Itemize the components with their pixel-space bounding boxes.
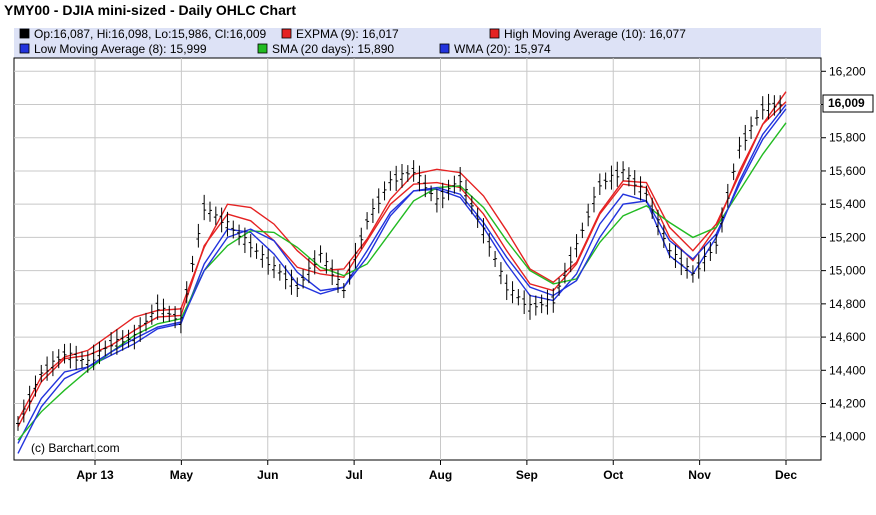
- y-tick-label: 14,800: [829, 297, 866, 311]
- x-tick-label: Oct: [603, 468, 623, 482]
- x-axis: Apr 13 May Jun Jul Aug Sep Oct Nov Dec: [76, 460, 797, 482]
- y-tick-label: 15,600: [829, 164, 866, 178]
- legend-swatch-lowma: [19, 43, 30, 54]
- x-tick-label: Sep: [516, 468, 538, 482]
- x-tick-label: Jul: [345, 468, 362, 482]
- y-tick-label: 15,800: [829, 131, 866, 145]
- x-tick-label: Aug: [429, 468, 452, 482]
- x-tick-label: Jun: [257, 468, 278, 482]
- x-tick-label: Dec: [775, 468, 797, 482]
- last-value-label: 16,009: [828, 96, 865, 110]
- plot-area: [13, 57, 822, 461]
- x-tick-label: Nov: [688, 468, 711, 482]
- legend-label-highma: High Moving Average (10): 16,077: [504, 27, 686, 41]
- ohlc-bars: [16, 93, 783, 431]
- legend-label-ohlc: Op:16,087, Hi:16,098, Lo:15,986, Cl:16,0…: [34, 27, 266, 41]
- legend-swatch-wma: [439, 43, 450, 54]
- legend: Op:16,087, Hi:16,098, Lo:15,986, Cl:16,0…: [19, 27, 686, 56]
- y-tick-label: 15,200: [829, 230, 866, 244]
- y-tick-label: 14,600: [829, 330, 866, 344]
- legend-label-expma: EXPMA (9): 16,017: [296, 27, 399, 41]
- x-tick-label: Apr 13: [76, 468, 114, 482]
- y-tick-label: 14,400: [829, 363, 866, 377]
- y-tick-label: 14,000: [829, 430, 866, 444]
- y-tick-label: 16,200: [829, 64, 866, 78]
- legend-label-lowma: Low Moving Average (8): 15,999: [34, 42, 207, 56]
- legend-label-wma: WMA (20): 15,974: [454, 42, 551, 56]
- watermark: (c) Barchart.com: [31, 441, 120, 455]
- legend-swatch-sma: [257, 43, 268, 54]
- grid: [14, 58, 821, 460]
- legend-label-sma: SMA (20 days): 15,890: [272, 42, 394, 56]
- legend-background: [14, 28, 821, 58]
- legend-swatch-highma: [489, 28, 500, 39]
- y-tick-label: 14,200: [829, 397, 866, 411]
- legend-swatch-expma: [281, 28, 292, 39]
- y-axis: 14,000 14,200 14,400 14,600 14,800 15,000 15,2…: [821, 64, 866, 444]
- chart-title: YMY00 - DJIA mini-sized - Daily OHLC Cha…: [4, 2, 296, 18]
- legend-swatch-ohlc: [19, 28, 30, 39]
- y-tick-label: 15,400: [829, 197, 866, 211]
- last-value-box: [822, 94, 874, 113]
- y-tick-label: 15,000: [829, 264, 866, 278]
- last-value-marker: 16,009: [822, 94, 874, 113]
- x-tick-label: May: [170, 468, 194, 482]
